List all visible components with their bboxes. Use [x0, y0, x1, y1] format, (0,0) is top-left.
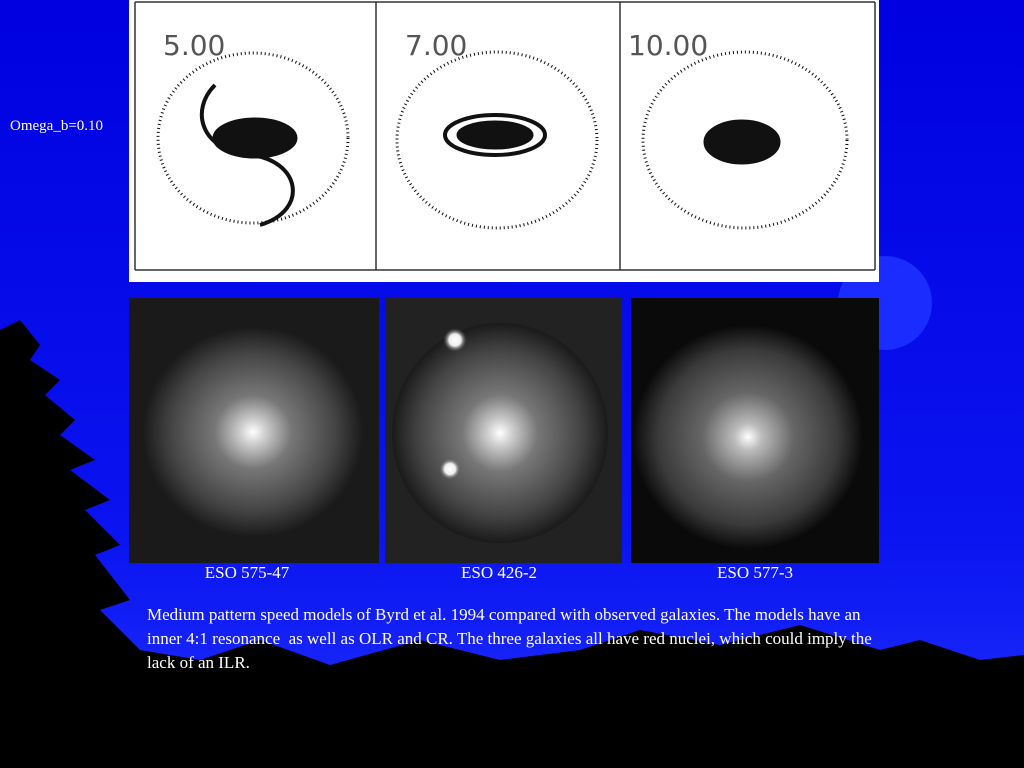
- galaxy-name: ESO 577-3: [716, 563, 794, 582]
- model-label: Omega_b=0.10: [10, 118, 104, 134]
- galaxy-name: ESO 575-47: [204, 563, 290, 582]
- time-label: 5.00: [163, 29, 225, 62]
- galaxy-name: ESO 426-2: [460, 563, 538, 582]
- caption: Medium pattern speed models of Byrd et a…: [147, 605, 877, 672]
- time-label: 10.00: [628, 29, 708, 62]
- time-label: 7.00: [405, 29, 467, 62]
